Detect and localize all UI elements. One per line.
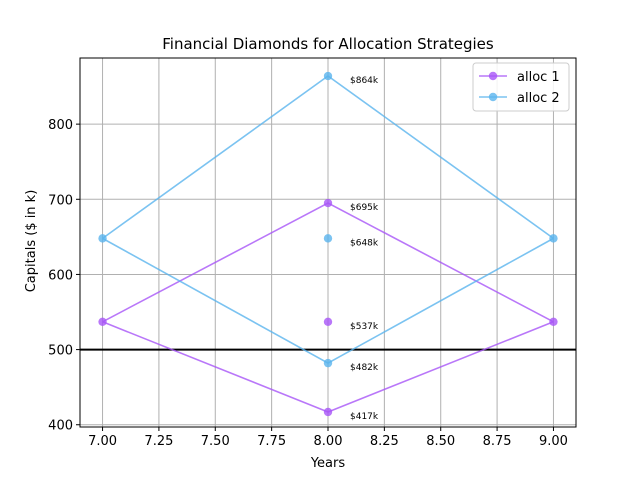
x-tick-label: 7.25: [144, 434, 173, 449]
x-tick-label: 9.00: [539, 434, 568, 449]
data-point-alloc-2: [323, 71, 333, 81]
data-label: $482k: [350, 363, 379, 373]
data-label: $537k: [350, 322, 379, 332]
data-point-alloc-2: [549, 234, 558, 243]
x-tick-label: 8.00: [314, 434, 343, 449]
legend-swatch-marker-alloc-1: [488, 71, 498, 81]
y-tick-label: 400: [48, 419, 73, 434]
data-point-alloc-1: [549, 317, 558, 326]
x-tick-label: 7.50: [201, 434, 230, 449]
data-point-alloc-2: [323, 234, 333, 243]
data-point-alloc-1: [323, 317, 333, 326]
data-point-alloc-2: [98, 234, 107, 243]
x-axis-ticks: 7.00 7.25 7.50 7.75 8.00 8.25 8.50 8.75 9.00: [88, 427, 568, 449]
y-tick-label: 800: [48, 118, 73, 133]
y-tick-label: 500: [48, 344, 73, 359]
y-axis-ticks: 400 500 600 700 800: [48, 118, 80, 434]
data-label: $864k: [350, 76, 379, 86]
x-tick-label: 8.50: [426, 434, 455, 449]
series-points: [98, 71, 558, 417]
x-tick-label: 8.75: [483, 434, 512, 449]
data-point-alloc-2: [323, 358, 333, 368]
y-axis-label: Capitals ($ in k): [24, 190, 39, 293]
legend-swatch-marker-alloc-2: [488, 92, 498, 102]
legend-label-alloc-2: alloc 2: [517, 91, 560, 106]
annotations: $864k $695k $648k $537k $482k $417k: [350, 76, 379, 422]
data-point-alloc-1: [323, 198, 333, 208]
legend: alloc 1 alloc 2: [472, 62, 570, 112]
chart-title: Financial Diamonds for Allocation Strate…: [162, 35, 494, 53]
data-label: $648k: [350, 238, 379, 248]
data-label: $417k: [350, 412, 379, 422]
data-point-alloc-1: [323, 407, 333, 417]
data-point-alloc-1: [98, 317, 107, 326]
y-tick-label: 600: [48, 268, 73, 283]
x-tick-label: 7.75: [257, 434, 286, 449]
data-label: $695k: [350, 203, 379, 213]
x-tick-label: 8.25: [370, 434, 399, 449]
y-tick-label: 700: [48, 193, 73, 208]
x-tick-label: 7.00: [88, 434, 117, 449]
legend-label-alloc-1: alloc 1: [517, 70, 560, 85]
x-axis-label: Years: [310, 456, 346, 471]
